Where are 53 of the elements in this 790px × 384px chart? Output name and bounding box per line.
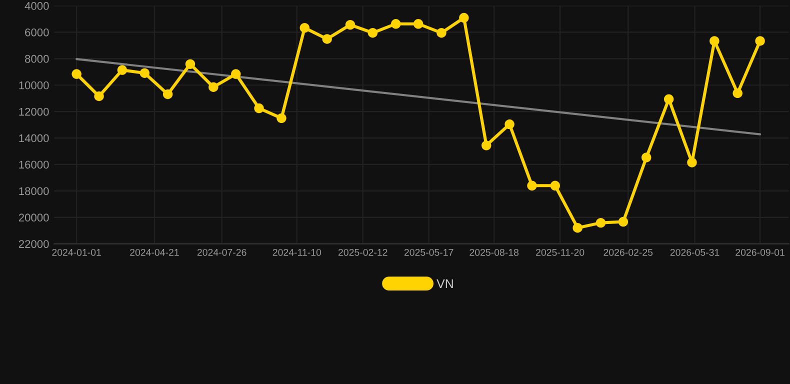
point: [276, 113, 286, 124]
y-tick-label: 14000: [19, 134, 49, 142]
point: [72, 69, 82, 79]
y-tick-label: 22000: [18, 240, 49, 248]
point: [94, 91, 104, 102]
point: [300, 22, 310, 33]
x-tick-label: 2026-02-25: [604, 248, 653, 256]
point: [618, 216, 628, 227]
point: [322, 34, 332, 44]
point: [710, 36, 720, 46]
y-tick-label: 20000: [18, 214, 49, 222]
point: [231, 69, 241, 79]
y-tick-label: 10000: [19, 81, 49, 90]
point: [345, 20, 356, 30]
point: [755, 36, 765, 46]
point: [550, 180, 560, 191]
point: [413, 19, 424, 29]
x-tick-label: 2025-05-17: [404, 248, 454, 256]
y-tick-label: 4000: [24, 2, 49, 10]
point: [208, 82, 218, 92]
point: [185, 59, 196, 69]
point: [254, 103, 264, 114]
x-tick-label: 2025-08-18: [470, 248, 519, 256]
x-tick-label: 2024-07-26: [197, 248, 246, 256]
point: [572, 222, 582, 233]
y-tick-label: 16000: [19, 160, 49, 169]
point: [732, 88, 742, 98]
point: [482, 140, 492, 150]
x-tick-label: 2025-02-12: [338, 248, 388, 256]
point: [642, 152, 652, 162]
point: [664, 94, 674, 104]
x-tick-label: 2024-11-10: [272, 248, 322, 256]
point: [390, 19, 401, 29]
y-tick-label: 8000: [25, 54, 49, 63]
point: [687, 158, 697, 168]
point: [504, 119, 514, 130]
y-tick-label: 18000: [19, 187, 49, 196]
point: [140, 68, 150, 78]
x-tick-label: 2024-04-21: [130, 248, 179, 256]
point: [436, 28, 446, 38]
y-tick-label: 12000: [19, 108, 49, 116]
point: [459, 12, 469, 23]
point: [162, 89, 173, 100]
x-tick-label: 2025-11-20: [536, 248, 584, 256]
x-tick-label: 2024-01-01: [52, 248, 101, 256]
point: [596, 218, 606, 228]
y-tick-label: 6000: [25, 28, 49, 36]
legend-label: VN: [436, 279, 453, 288]
point: [368, 28, 378, 38]
x-tick-label: 2026-09-01: [736, 248, 784, 256]
x-tick-label: 2026-05-31: [670, 248, 720, 256]
point: [117, 65, 128, 75]
point: [527, 180, 537, 191]
